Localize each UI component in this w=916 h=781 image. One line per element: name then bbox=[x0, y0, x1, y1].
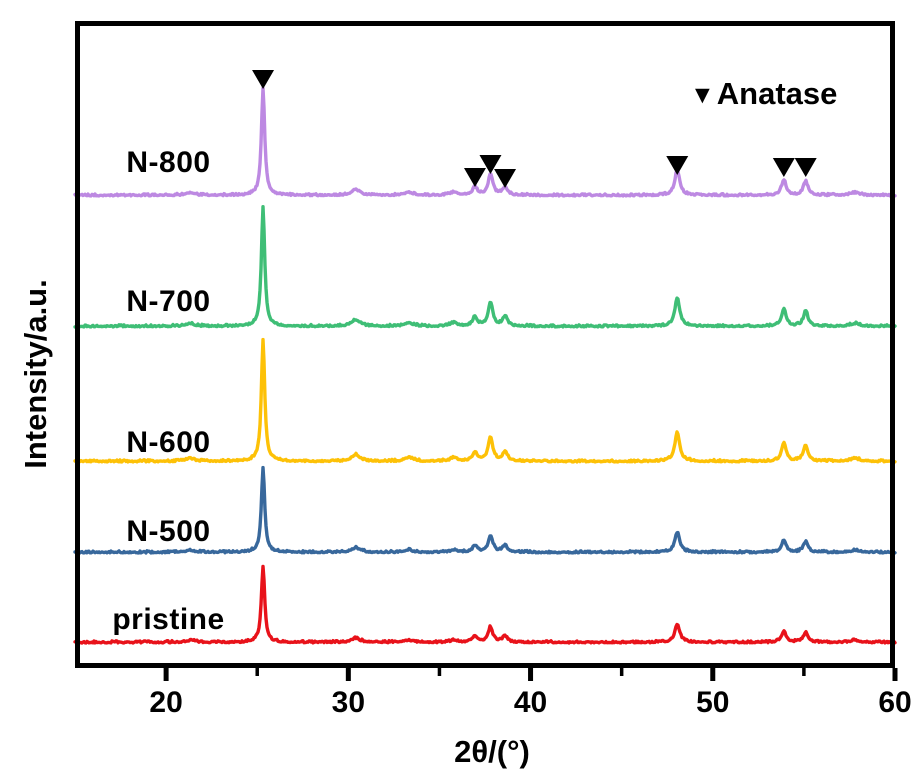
anatase-peak-marker-icon bbox=[463, 168, 486, 187]
trace-n-800 bbox=[73, 86, 897, 198]
legend-anatase: ▼ Anatase bbox=[690, 76, 837, 112]
x-tick-label: 40 bbox=[514, 686, 547, 719]
anatase-peak-marker-icon bbox=[666, 156, 689, 175]
trace-label-pristine: pristine bbox=[112, 603, 225, 636]
x-tick-label: 20 bbox=[149, 686, 182, 719]
y-axis-label: Intensity/a.u. bbox=[18, 279, 53, 469]
anatase-peak-marker-icon bbox=[252, 70, 275, 89]
anatase-peak-marker-icon bbox=[772, 158, 795, 177]
x-tick-label: 30 bbox=[332, 686, 365, 719]
trace-n-600 bbox=[73, 337, 897, 464]
x-axis-label: 2θ/(°) bbox=[454, 734, 530, 769]
x-tick-label: 50 bbox=[696, 686, 729, 719]
trace-label-n800: N-800 bbox=[126, 146, 211, 179]
anatase-marker-icon: ▼ bbox=[690, 80, 715, 109]
anatase-peak-marker-icon bbox=[794, 158, 817, 177]
trace-label-n500: N-500 bbox=[126, 515, 211, 548]
anatase-peak-marker-icon bbox=[494, 169, 517, 188]
trace-n-500 bbox=[73, 465, 897, 555]
legend-label: Anatase bbox=[716, 76, 838, 111]
x-tick-label: 60 bbox=[878, 686, 911, 719]
trace-label-n600: N-600 bbox=[126, 426, 211, 459]
plot-border bbox=[75, 21, 895, 668]
trace-pristine bbox=[73, 564, 897, 645]
trace-n-700 bbox=[73, 204, 897, 329]
trace-label-n700: N-700 bbox=[126, 285, 211, 318]
anatase-peak-marker-icon bbox=[479, 155, 502, 174]
